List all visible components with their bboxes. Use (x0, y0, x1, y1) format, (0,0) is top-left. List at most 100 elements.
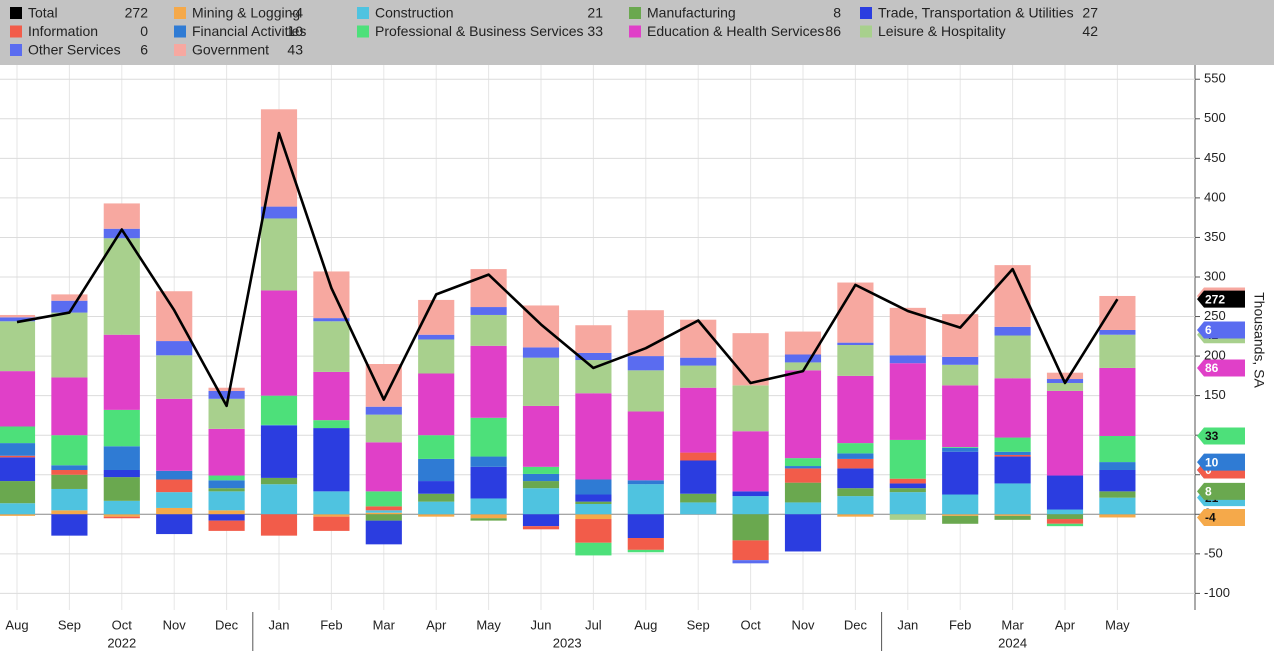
bar-segment (784, 331, 822, 355)
bar-segment (837, 458, 874, 469)
bar-segment (1099, 491, 1136, 498)
legend-value: 6 (140, 42, 148, 58)
bar-segment (470, 514, 507, 519)
bar-segment (1046, 514, 1084, 520)
bar-segment (103, 469, 140, 478)
bar-segment (365, 406, 402, 415)
bar-segment (470, 498, 507, 515)
bar-segment (627, 356, 664, 371)
bar-segment (627, 370, 664, 412)
legend-label: Education & Health Services (647, 23, 824, 39)
legend-label: Manufacturing (647, 5, 736, 21)
bar-segment (0, 371, 36, 427)
bar-segment (837, 514, 874, 517)
bar-segment (837, 496, 874, 515)
bar-segment (1046, 372, 1084, 380)
bar-segment (575, 360, 612, 394)
value-tag (1197, 508, 1245, 526)
bar-segment (994, 454, 1031, 457)
bar-segment (156, 470, 193, 480)
legend-label: Total (28, 5, 58, 21)
value-tag-label: -4 (1205, 511, 1216, 525)
x-tick-label: Dec (844, 617, 868, 632)
bar-segment (260, 424, 298, 426)
bar-segment (994, 335, 1031, 379)
bar-segment (732, 333, 769, 386)
bar-segment (575, 519, 612, 543)
year-label: 2023 (553, 635, 582, 650)
value-tag-label: 33 (1205, 429, 1219, 443)
bar-segment (627, 480, 664, 485)
legend-value: -4 (291, 5, 304, 21)
legend-label: Mining & Logging (192, 5, 300, 21)
bar-segment (418, 373, 455, 436)
bar-segment (1046, 509, 1084, 515)
x-tick-label: Aug (634, 617, 657, 632)
bar-segment (1099, 435, 1136, 463)
bar-segment (575, 393, 612, 480)
bar-segment (156, 492, 193, 508)
x-tick-label: Feb (949, 617, 971, 632)
legend-swatch (174, 25, 186, 38)
bar-segment (51, 474, 88, 489)
bar-segment (522, 481, 560, 489)
value-tag (1197, 482, 1245, 500)
bar-segment (156, 398, 193, 471)
y-tick-label: 300 (1204, 268, 1226, 283)
x-tick-label: Apr (1055, 617, 1076, 632)
bar-segment (994, 437, 1031, 452)
x-tick-label: Aug (5, 617, 28, 632)
legend-value: 43 (287, 42, 303, 58)
bar-segment (0, 503, 36, 515)
bar-segment (313, 371, 350, 421)
value-tag-label: 6 (1205, 323, 1212, 337)
bar-segment (680, 452, 717, 461)
bar-segment (942, 447, 979, 452)
bar-segment (313, 491, 350, 515)
bar-segment (313, 318, 350, 322)
bar-segment (1099, 334, 1136, 368)
bar-segment (208, 520, 245, 531)
bar-segment (837, 488, 874, 497)
bar-segment (994, 483, 1031, 515)
bar-segment (732, 540, 769, 561)
y-tick-label: 450 (1204, 150, 1226, 165)
bar-segment (889, 488, 926, 493)
bar-segment (889, 514, 926, 520)
bar-segment (522, 473, 560, 482)
x-tick-label: Nov (163, 617, 187, 632)
bar-segment (575, 542, 612, 556)
bar-segment (1046, 475, 1084, 510)
bar-segment (103, 334, 140, 410)
bar-segment (365, 491, 402, 507)
bar-segment (889, 478, 926, 484)
legend-value: 86 (825, 23, 841, 39)
legend-label: Leisure & Hospitality (878, 23, 1006, 39)
value-tag (1197, 427, 1245, 445)
bar-segment (156, 514, 193, 535)
year-label: 2022 (107, 635, 136, 650)
legend-value: 33 (587, 23, 603, 39)
bar-segment (103, 409, 140, 447)
legend-value: 0 (140, 23, 148, 39)
bar-segment (51, 300, 88, 313)
bar-segment (51, 465, 88, 470)
bar-segment (942, 385, 979, 448)
bar-segment (0, 514, 36, 516)
bar-segment (680, 357, 717, 366)
bar-segment (260, 514, 298, 536)
x-tick-label: Apr (426, 617, 447, 632)
x-tick-label: May (476, 617, 501, 632)
bar-segment (837, 342, 874, 346)
bar-segment (260, 109, 298, 207)
legend-label: Other Services (28, 42, 121, 58)
bar-segment (1099, 462, 1136, 470)
bar-segment (1099, 469, 1136, 492)
bar-segment (470, 518, 507, 521)
bar-segment (732, 385, 769, 432)
bar-segment (889, 492, 926, 515)
legend-value: 8 (833, 5, 841, 21)
bar-segment (784, 514, 822, 552)
bar-segment (784, 362, 822, 371)
